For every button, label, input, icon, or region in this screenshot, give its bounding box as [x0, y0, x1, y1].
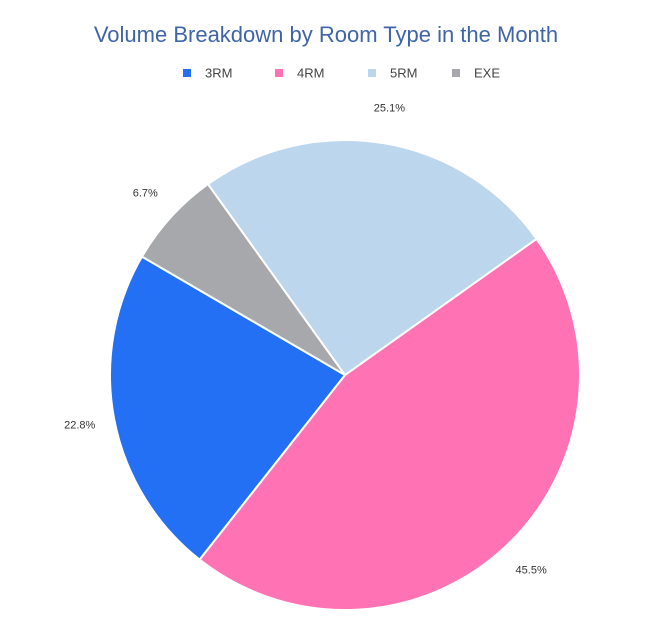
legend-label: 3RM	[205, 65, 232, 80]
legend-label: 5RM	[390, 65, 417, 80]
pie-slice	[198, 237, 581, 611]
legend-label: EXE	[474, 65, 500, 80]
data-label: 45.5%	[516, 564, 547, 576]
pie-slice	[206, 139, 538, 377]
legend-label: 4RM	[297, 65, 324, 80]
pie: 45.5% 22.8% 6.7% 25.1%	[64, 103, 581, 611]
data-label: 6.7%	[133, 187, 158, 199]
legend: 3RM 4RM 5RM EXE	[183, 65, 500, 80]
data-label: 25.1%	[374, 103, 405, 115]
legend-swatch	[275, 69, 283, 77]
legend-swatch	[452, 69, 460, 77]
data-label: 22.8%	[64, 419, 95, 431]
pie-slice	[109, 255, 347, 561]
chart-title: Volume Breakdown by Room Type in the Mon…	[94, 22, 558, 47]
legend-swatch	[368, 69, 376, 77]
legend-swatch	[183, 69, 191, 77]
